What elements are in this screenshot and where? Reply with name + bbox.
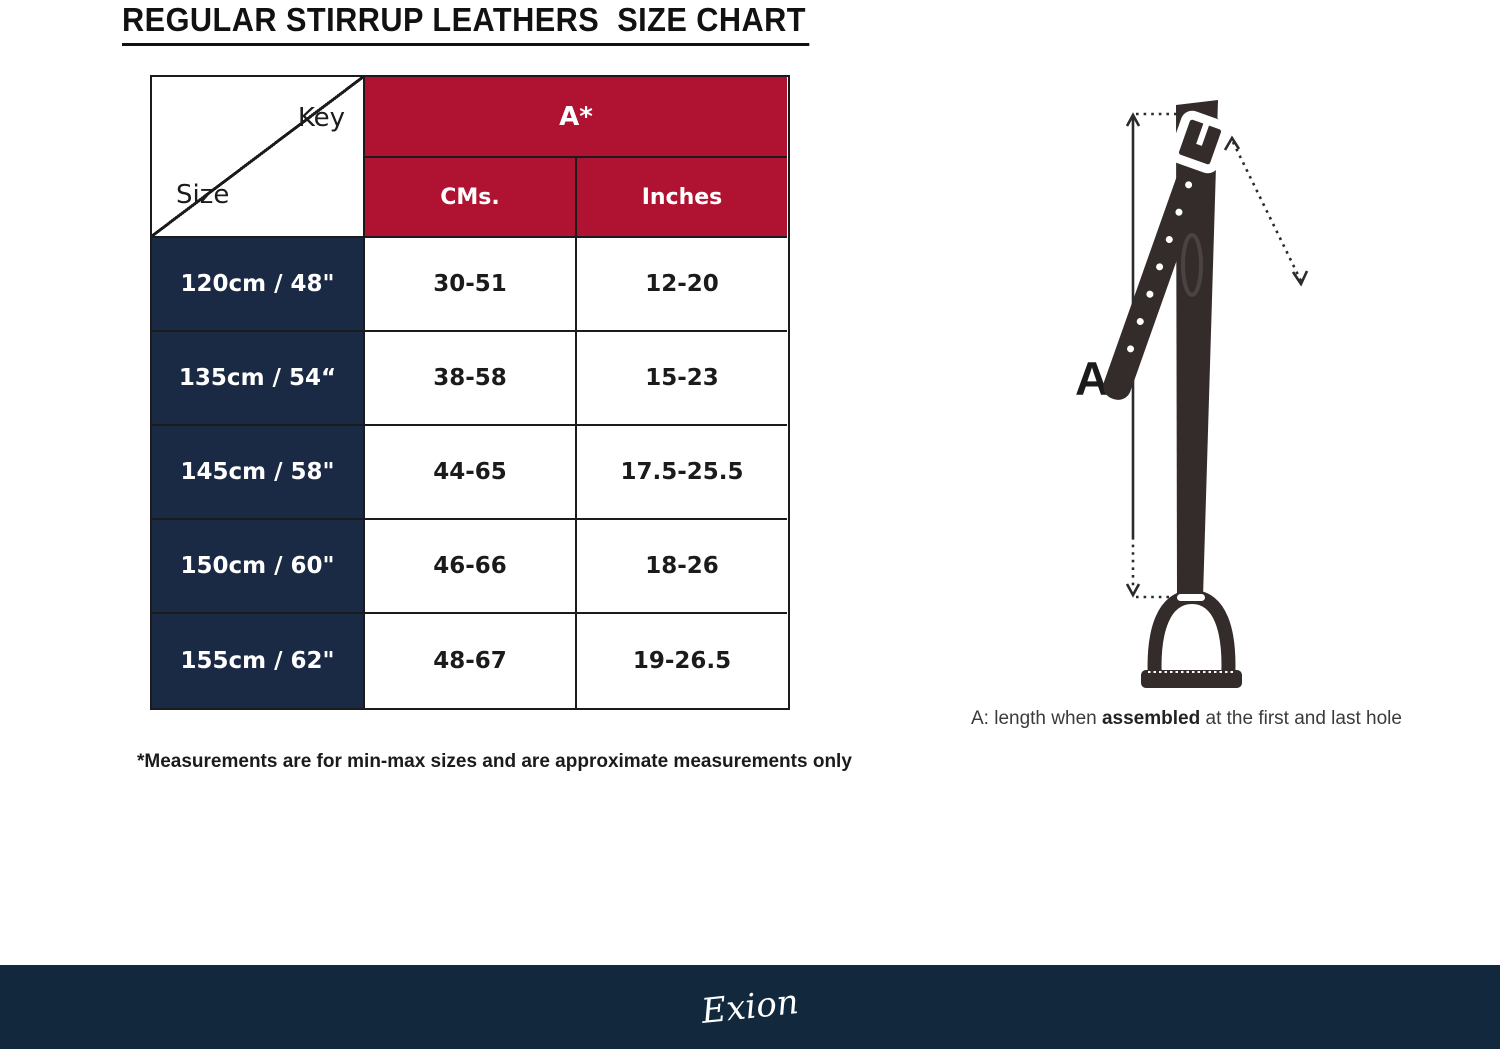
cms-value-cell: 48-67: [365, 614, 577, 708]
brand-logo: Exion: [699, 982, 801, 1032]
size-header-label: Size: [176, 180, 230, 210]
buckle: [1169, 110, 1231, 174]
measurements-footnote: *Measurements are for min-max sizes and …: [137, 751, 852, 772]
size-cell: 135cm / 54“: [152, 332, 365, 426]
footer-bar: Exion: [0, 965, 1500, 1049]
stirrup-iron: [1141, 589, 1242, 688]
cms-value-cell: 38-58: [365, 332, 577, 426]
inches-value-cell: 15-23: [577, 332, 787, 426]
cms-value-cell: 44-65: [365, 426, 577, 520]
caption-prefix: A: length when: [971, 708, 1102, 729]
stirrup-leather-diagram: A: [1075, 100, 1309, 688]
size-cell: 150cm / 60": [152, 520, 365, 614]
inches-value-cell: 12-20: [577, 238, 787, 332]
group-header-cell: A*: [365, 77, 787, 158]
size-cell: 120cm / 48": [152, 238, 365, 332]
measure-label: A: [1075, 352, 1109, 405]
inches-value-cell: 18-26: [577, 520, 787, 614]
key-header-label: Key: [297, 103, 345, 133]
cms-value-cell: 46-66: [365, 520, 577, 614]
caption-suffix: at the first and last hole: [1200, 708, 1402, 729]
keeper-loop: [1181, 233, 1203, 297]
angled-strap: [1103, 114, 1223, 400]
page-title: REGULAR STIRRUP LEATHERS SIZE CHART: [122, 1, 810, 46]
diagram-caption: A: length when assembled at the first an…: [971, 708, 1402, 730]
caption-bold: assembled: [1101, 708, 1201, 729]
inches-value-cell: 17.5-25.5: [577, 426, 787, 520]
cms-value-cell: 30-51: [365, 238, 577, 332]
size-cell: 145cm / 58": [152, 426, 365, 520]
size-chart-table: Key Size A* CMs. Inches 120cm / 48" 30-5…: [150, 75, 790, 710]
subheader-cms: CMs.: [365, 158, 577, 238]
subheader-inches: Inches: [577, 158, 787, 238]
size-cell: 155cm / 62": [152, 614, 365, 708]
corner-header-cell: Key Size: [152, 77, 365, 238]
diagonal-measure-arrow: [1223, 135, 1309, 287]
inches-value-cell: 19-26.5: [577, 614, 787, 708]
